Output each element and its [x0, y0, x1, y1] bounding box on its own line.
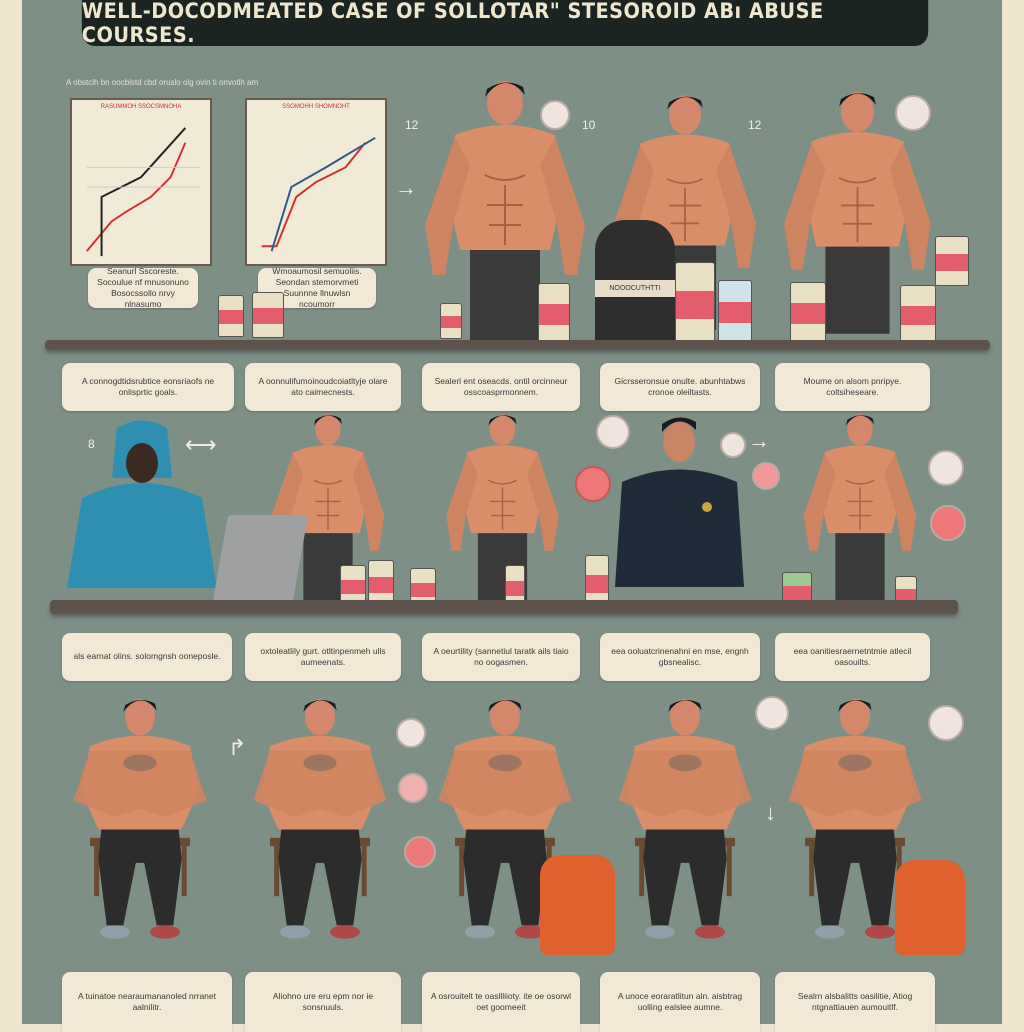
caption: A connogdtidsrubtice eonsriaofs ne onlis… — [62, 363, 234, 411]
arrow-icon: ↱ — [228, 735, 247, 760]
pill-icon — [720, 432, 746, 458]
arrow-right-icon: → — [748, 428, 770, 453]
pill-icon — [575, 466, 611, 502]
supplement-bottle — [440, 303, 462, 339]
pill-icon — [540, 100, 570, 130]
supplement-bottle — [218, 295, 244, 337]
arrow-right-icon: → — [395, 175, 417, 200]
supplement-bottle — [410, 568, 436, 610]
number-label: 8 — [88, 437, 95, 451]
bag-label: NOOOCUTHTTI — [595, 280, 675, 297]
chart-caption-1: Seanurl Sscoreste. Socoulue nf mnusonuno… — [88, 266, 198, 309]
caption: A tuinatoe nearaumananoled nrranet aalni… — [62, 972, 232, 1032]
supplement-bottle — [505, 565, 525, 610]
supplement-bottle — [790, 282, 826, 342]
caption: A unoce eoraratlitun aln. aisbtrag uolli… — [600, 972, 760, 1032]
subtitle: A obstclh bn oocblstd cbd oruslo olg ovi… — [66, 78, 259, 87]
man-seated-figure-1 — [65, 668, 215, 966]
pill-icon — [755, 696, 789, 730]
supplement-bottle — [675, 262, 715, 344]
pill-icon — [398, 773, 428, 803]
shelf — [45, 340, 990, 350]
caption: A oonnulifumoinoudcoiatltyje olare ato c… — [245, 363, 401, 411]
caption: A osrouitelt te oasllliioty. ite oe osor… — [422, 972, 580, 1032]
double-arrow-icon: ⟷ — [185, 432, 217, 457]
caption: Gicrsseronsue onulte. abunhtabws cronoe … — [600, 363, 760, 411]
pill-icon — [752, 462, 780, 490]
orange-bag — [895, 860, 965, 955]
number-label: 12 — [748, 118, 762, 132]
pill-icon — [895, 95, 931, 131]
supplement-bottle — [718, 280, 752, 342]
caption: A oeurtility (sannetiul taratk ails tiai… — [422, 633, 580, 681]
man-standing-figure-4 — [430, 410, 575, 600]
caption: als earnat olins. solomgnsh ooneposle. — [62, 633, 232, 681]
supplement-bottle — [900, 285, 936, 343]
hooded-person-figure — [67, 420, 217, 588]
caption: oxtoleatlily gurt. otltinpenmeh ulls aum… — [245, 633, 401, 681]
chart-heading: RASUMMOH SSOCSMNOHA — [100, 104, 182, 110]
line-chart-1: RASUMMOH SSOCSMNOHA — [70, 98, 212, 266]
chart-lines — [261, 136, 376, 252]
supplement-bottle — [252, 292, 284, 338]
caption: eea oanitiesraernetntmie atlecil oasouil… — [775, 633, 930, 681]
pill-icon — [930, 505, 966, 541]
laptop — [211, 515, 309, 607]
pill-icon — [928, 705, 964, 741]
caption: Moume on alsom pnripye. coltsiheseare. — [775, 363, 930, 411]
supplement-bottle — [538, 283, 570, 343]
chart-heading: SSOMOHH SHOMNOHT — [282, 104, 350, 110]
caption: Sealerl ent oseacds. ontil orcinneur oss… — [422, 363, 580, 411]
pill-icon — [404, 836, 436, 868]
caption: Sealrn alsbalitts oasilitie, Atiog ntgna… — [775, 972, 935, 1032]
arrow-down-icon: ↓ — [765, 800, 776, 825]
caption: eea ooluatcrinenahni en mse, engnh gbsne… — [600, 633, 760, 681]
table — [50, 600, 958, 614]
number-label: 12 — [405, 118, 419, 132]
black-bag: NOOOCUTHTTI — [595, 220, 675, 348]
orange-bag — [540, 855, 615, 955]
man-seated-figure-2 — [245, 668, 395, 966]
caption: Aliohno ure eru epm nor ie sonsnuuls. — [245, 972, 401, 1032]
line-chart-2: SSOMOHH SHOMNOHT — [245, 98, 387, 266]
page-title: WELL-DOCODMEATED CASE OF SOLLOTAR" STESO… — [81, 0, 929, 47]
number-label: 10 — [582, 118, 596, 132]
police-officer-figure — [615, 417, 744, 587]
chart-lines — [86, 127, 201, 257]
man-seated-figure-4 — [610, 668, 760, 966]
pill-icon — [596, 415, 630, 449]
supplement-bottle — [935, 236, 969, 286]
pill-icon — [396, 718, 426, 748]
pill-icon — [928, 450, 964, 486]
